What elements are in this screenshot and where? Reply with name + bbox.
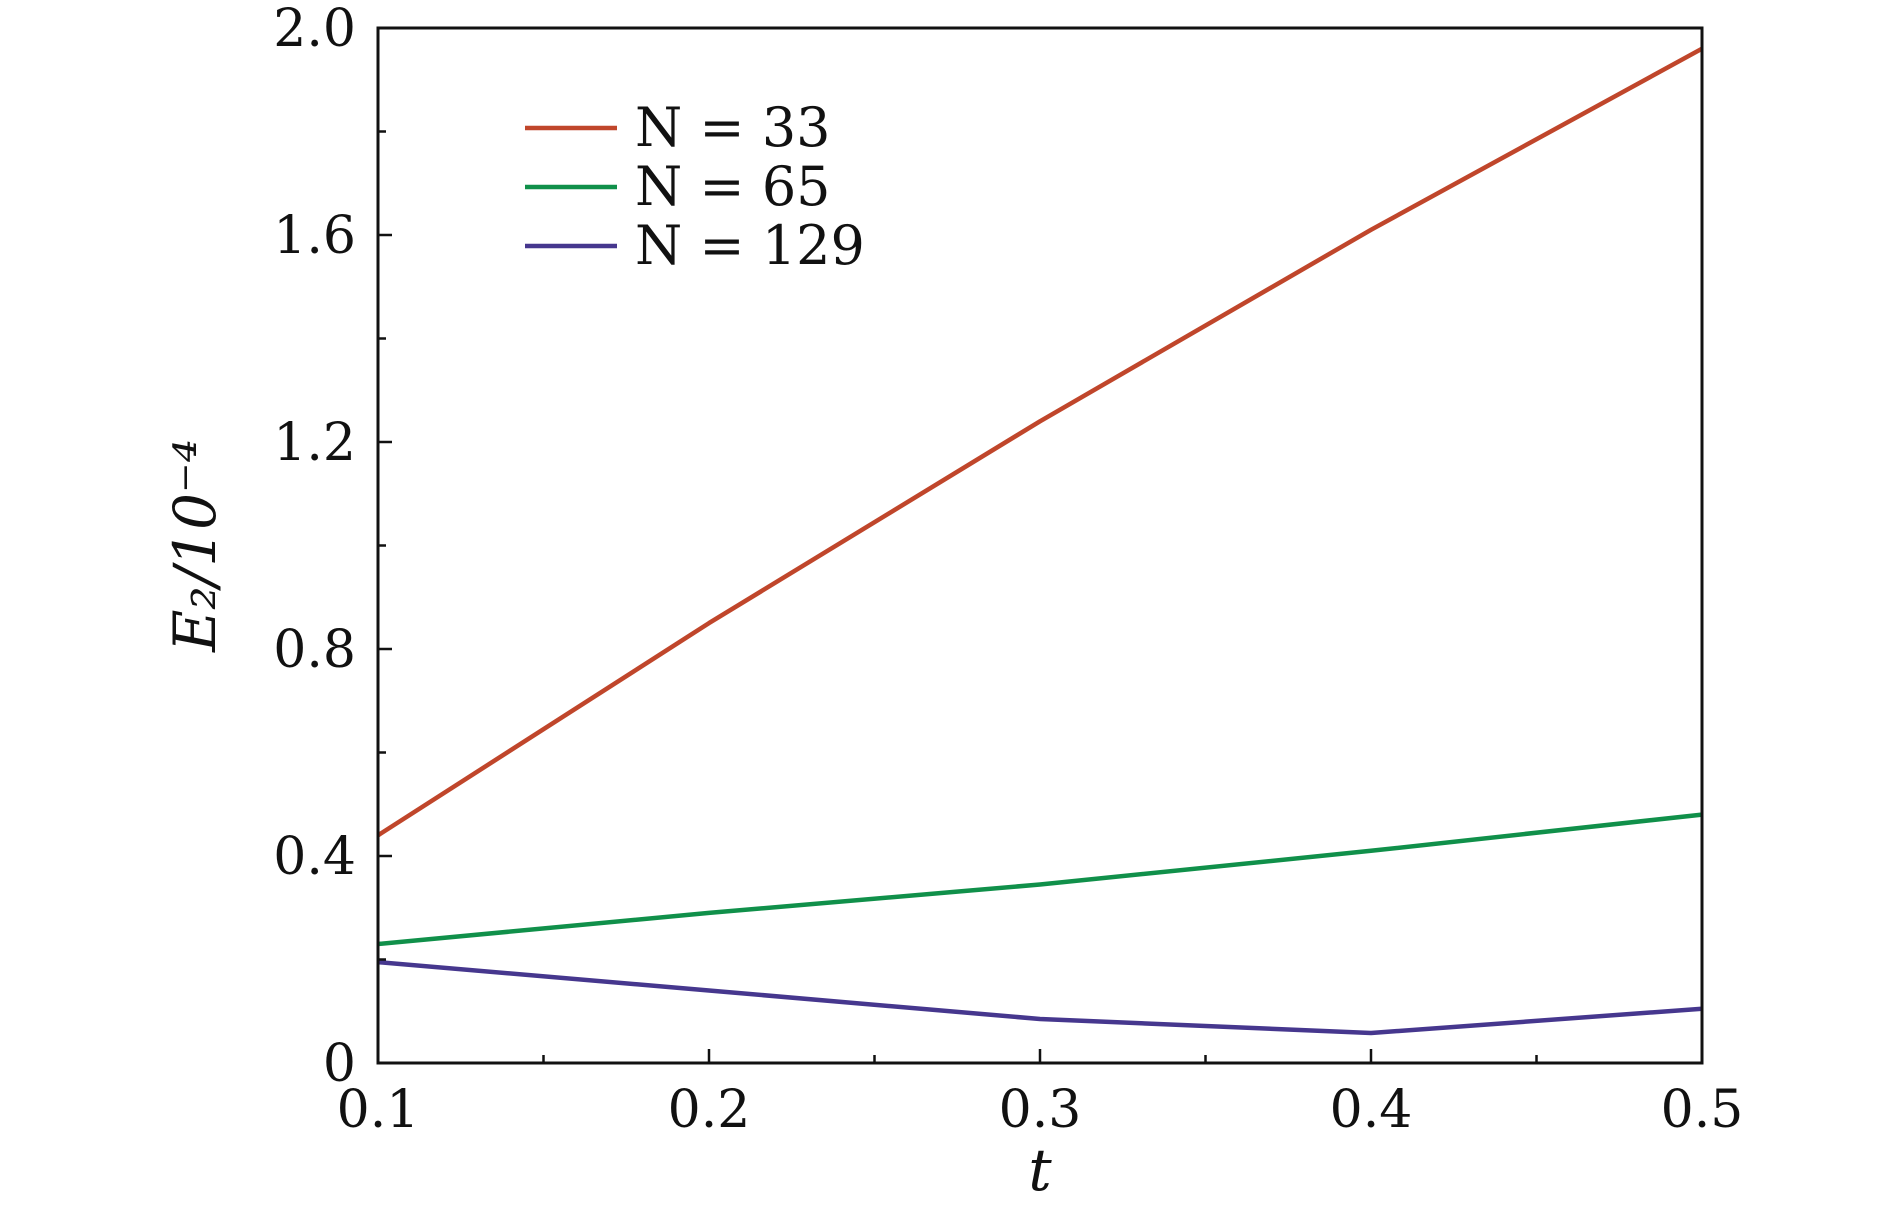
series-line-1 — [376, 46, 1704, 838]
x-tick-label: 0.5 — [1661, 1080, 1744, 1140]
x-tick-label: 0.1 — [337, 1080, 420, 1140]
legend: N = 33N = 65N = 129 — [525, 96, 865, 277]
x-axis-label: t — [1028, 1136, 1052, 1202]
x-tick-label: 0.4 — [1330, 1080, 1413, 1140]
axis-ticks — [376, 26, 1704, 1065]
series-line-2 — [377, 812, 1703, 947]
legend-label-1: N = 33 — [635, 96, 831, 159]
y-tick-label: 0.4 — [273, 827, 356, 887]
x-tick-label: 0.3 — [999, 1080, 1082, 1140]
x-tick-label: 0.2 — [668, 1080, 751, 1140]
series-layer — [376, 46, 1704, 1036]
y-tick-label: 0 — [323, 1034, 356, 1094]
y-tick-label: 1.6 — [273, 206, 356, 266]
y-axis-label: E₂/10⁻⁴ — [161, 439, 229, 653]
legend-label-3: N = 129 — [635, 214, 865, 277]
plot-frame — [376, 26, 1704, 1065]
axis-tick-labels: 0.1 0.2 0.3 0.4 0.5 0 0.4 0.8 1.2 1.6 2.0 — [273, 0, 1743, 1140]
y-tick-label: 2.0 — [273, 0, 356, 59]
y-tick-label: 0.8 — [273, 620, 356, 680]
series-line-3 — [377, 959, 1703, 1036]
y-tick-label: 1.2 — [273, 413, 356, 473]
legend-label-2: N = 65 — [635, 155, 831, 218]
